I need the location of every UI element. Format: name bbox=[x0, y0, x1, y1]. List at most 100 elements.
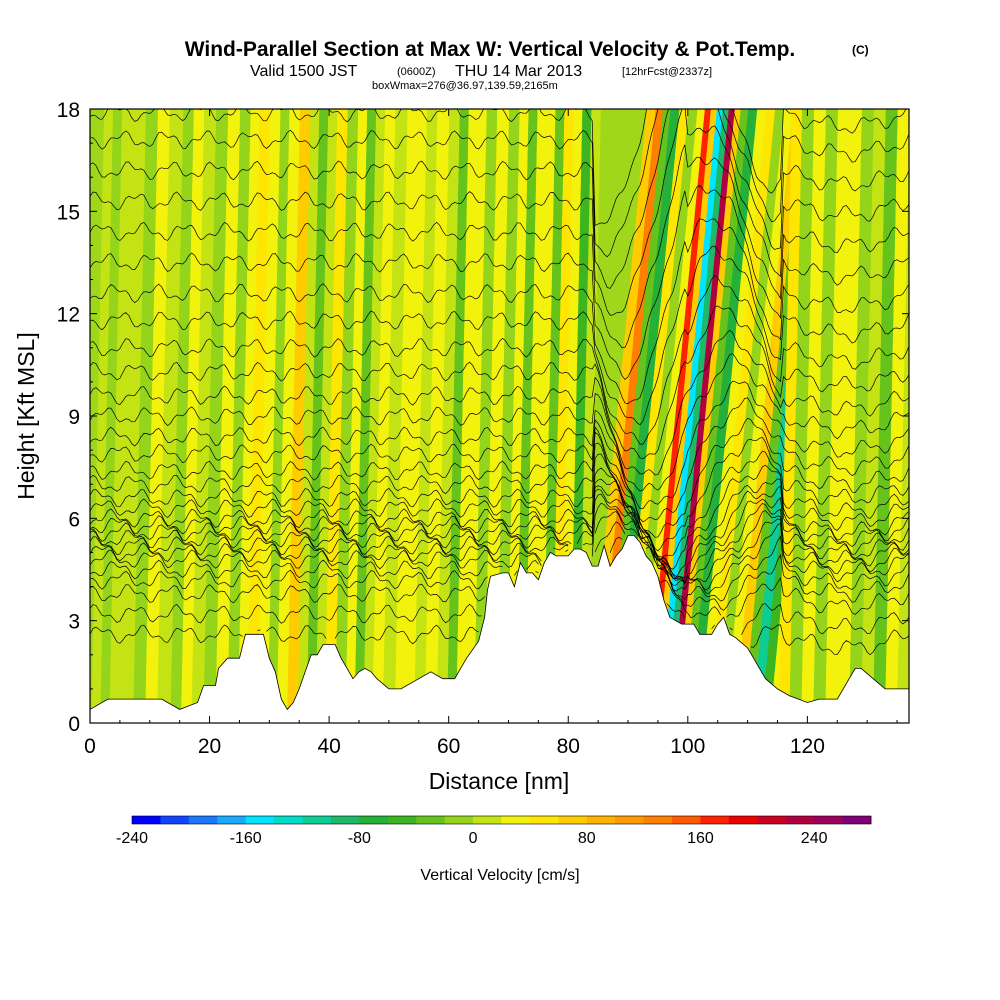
velocity-column bbox=[306, 109, 329, 723]
velocity-column bbox=[257, 109, 282, 723]
colorbar-swatch bbox=[501, 816, 531, 824]
velocity-column bbox=[801, 109, 827, 723]
colorbar-tick-label: 240 bbox=[801, 830, 828, 847]
valid-utc: (0600Z) bbox=[397, 66, 436, 78]
velocity-column bbox=[109, 109, 134, 723]
velocity-column bbox=[315, 109, 338, 723]
velocity-column bbox=[837, 109, 863, 723]
velocity-column bbox=[675, 109, 742, 723]
velocity-column bbox=[436, 109, 461, 723]
theta-contour bbox=[90, 453, 909, 570]
y-axis-label: Height [Kft MSL] bbox=[13, 332, 39, 499]
velocity-column bbox=[733, 109, 803, 723]
velocity-column bbox=[789, 109, 815, 723]
theta-contour bbox=[90, 536, 909, 611]
y-tick-label: 15 bbox=[57, 201, 80, 224]
theta-contour bbox=[90, 442, 909, 560]
y-tick-label: 12 bbox=[57, 304, 80, 327]
velocity-column bbox=[533, 109, 557, 723]
velocity-column bbox=[297, 109, 320, 723]
theta-contour bbox=[90, 218, 909, 405]
colorbar-swatch bbox=[132, 816, 161, 824]
colorbar-swatch bbox=[444, 816, 474, 824]
velocity-column bbox=[237, 109, 261, 723]
theta-contour bbox=[90, 624, 909, 656]
theta-contour bbox=[90, 397, 909, 523]
theta-contour bbox=[90, 144, 909, 349]
velocity-column bbox=[267, 109, 290, 723]
y-tick-label: 9 bbox=[68, 406, 80, 429]
velocity-column bbox=[119, 109, 147, 723]
forecast-info: [12hrFcst@2337z] bbox=[622, 66, 712, 78]
velocity-column bbox=[681, 109, 749, 723]
copyright-mark: (C) bbox=[852, 43, 869, 57]
velocity-column bbox=[848, 109, 875, 723]
x-tick-label: 20 bbox=[198, 735, 221, 758]
y-tick-label: 3 bbox=[68, 611, 80, 634]
colorbar-swatch bbox=[814, 816, 843, 824]
velocity-column bbox=[813, 109, 839, 723]
colorbar-swatch bbox=[785, 816, 815, 824]
terrain bbox=[90, 535, 909, 723]
theta-contour bbox=[90, 329, 909, 476]
colorbar-swatch bbox=[586, 816, 616, 824]
terrain-profile bbox=[90, 535, 909, 723]
velocity-column bbox=[455, 109, 479, 723]
colorbar-swatch bbox=[217, 816, 247, 824]
theta-contour bbox=[90, 431, 909, 552]
velocity-column bbox=[698, 109, 767, 723]
colorbar-swatch bbox=[643, 816, 673, 824]
velocity-column bbox=[414, 109, 438, 723]
velocity-column bbox=[778, 109, 803, 723]
velocity-column bbox=[394, 109, 419, 723]
theta-contour bbox=[90, 521, 909, 602]
velocity-column bbox=[884, 109, 909, 723]
theta-contour bbox=[90, 577, 909, 619]
theta-contour bbox=[90, 109, 907, 227]
velocity-column bbox=[324, 109, 349, 723]
velocity-column bbox=[382, 109, 409, 723]
theta-contour bbox=[90, 245, 909, 426]
theta-contour bbox=[90, 478, 909, 582]
theta-contour bbox=[90, 603, 909, 635]
theta-contour bbox=[90, 380, 909, 509]
x-tick-label: 120 bbox=[790, 735, 825, 758]
velocity-column bbox=[724, 109, 794, 723]
x-tick-label: 60 bbox=[437, 735, 460, 758]
colorbar-tick-label: 80 bbox=[578, 830, 596, 847]
theta-contour bbox=[90, 502, 909, 591]
velocity-column bbox=[496, 109, 521, 723]
colorbar-swatch bbox=[728, 816, 758, 824]
velocity-column bbox=[345, 109, 368, 723]
velocity-column bbox=[424, 109, 450, 723]
theta-contour bbox=[90, 109, 909, 289]
colorbar-swatch bbox=[330, 816, 360, 824]
velocity-column bbox=[663, 109, 730, 723]
theta-contour bbox=[90, 511, 909, 594]
colorbar-swatch bbox=[700, 816, 730, 824]
velocity-column bbox=[446, 109, 470, 723]
velocity-column bbox=[334, 109, 359, 723]
velocity-column bbox=[157, 109, 184, 723]
colorbar-swatch bbox=[274, 816, 303, 824]
x-tick-label: 0 bbox=[84, 735, 96, 758]
velocity-column bbox=[203, 109, 229, 723]
valid-date: THU 14 Mar 2013 bbox=[455, 63, 582, 80]
colorbar-tick-label: -160 bbox=[230, 830, 262, 847]
theta-contour bbox=[90, 305, 909, 460]
theta-contour bbox=[90, 467, 909, 579]
colorbar-swatch bbox=[842, 816, 872, 824]
colorbar-swatch bbox=[757, 816, 787, 824]
x-tick-label: 100 bbox=[670, 735, 705, 758]
colorbar-swatch bbox=[416, 816, 446, 824]
velocity-column bbox=[227, 109, 252, 723]
colorbar-tick-label: -240 bbox=[116, 830, 148, 847]
colorbar bbox=[131, 815, 872, 825]
y-axis: 0 3 6 9 12 15 18 bbox=[57, 99, 909, 736]
colorbar-label: Vertical Velocity [cm/s] bbox=[420, 867, 579, 884]
theta-contours bbox=[90, 109, 909, 656]
theta-contour bbox=[90, 485, 909, 585]
theta-contour bbox=[90, 417, 909, 538]
velocity-column bbox=[669, 109, 736, 723]
colorbar-swatch bbox=[615, 816, 645, 824]
